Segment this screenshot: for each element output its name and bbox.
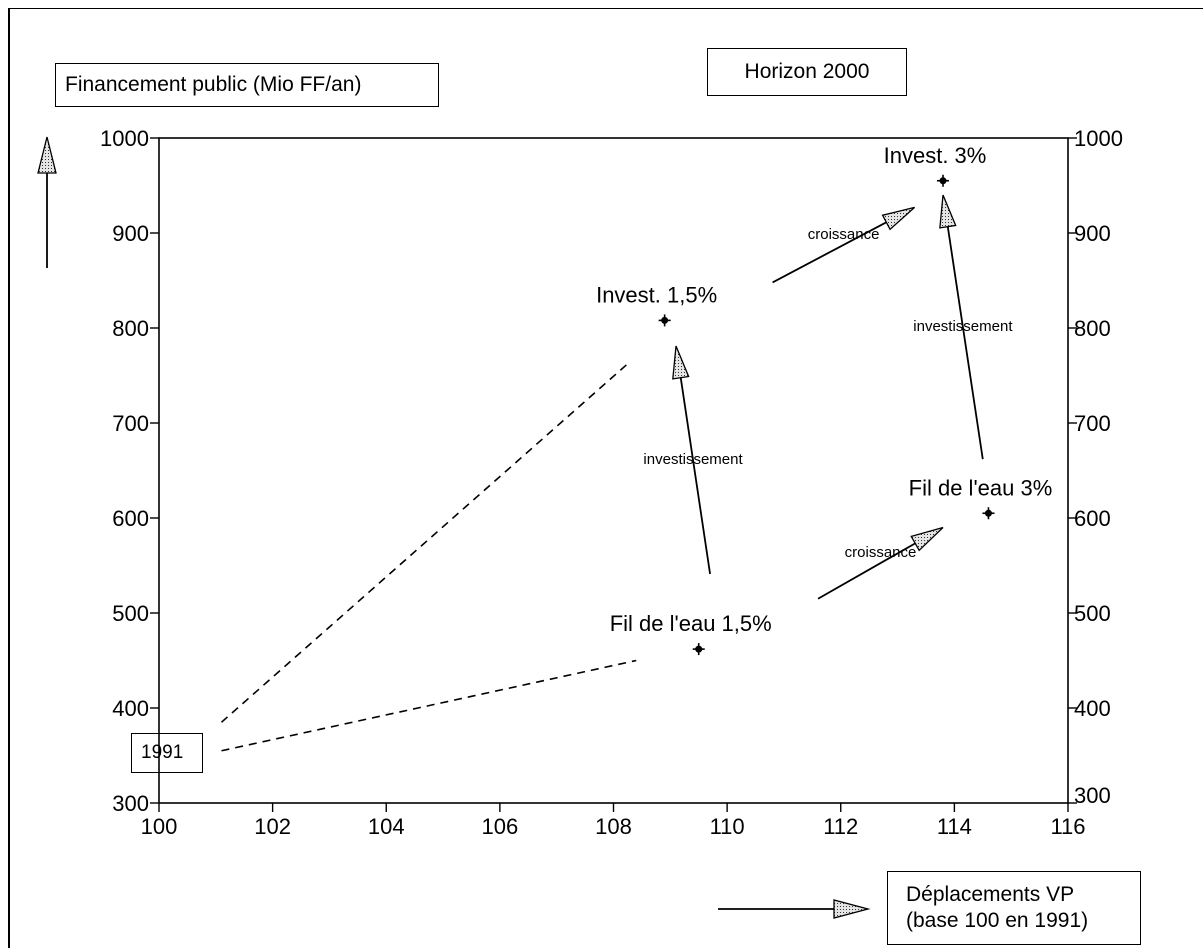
x-tick-label: 100 [141,814,178,839]
scenario-point [937,174,950,187]
chart-title: Horizon 2000 [744,59,870,83]
y-tick-label-right: 800 [1074,316,1111,341]
y-tick-label-left: 300 [112,791,149,816]
y-tick-label-left: 600 [112,506,149,531]
x-axis-label-box: Déplacements VP (base 100 en 1991) [887,871,1141,945]
y-axis-label: Financement public (Mio FF/an) [65,72,362,96]
x-axis-direction-arrow [718,899,871,919]
scenario-arrow-head [881,206,916,231]
scenario-arrow [772,206,916,284]
scenario-point [692,643,705,656]
point-label: Invest. 1,5% [596,282,717,307]
x-tick-label: 104 [368,814,405,839]
y-axis-label-box: Financement public (Mio FF/an) [55,63,439,107]
y-axis-direction-arrow-head [37,136,57,174]
scenario-arrow-head [672,345,690,380]
scenario-arrow-shaft [817,542,916,600]
plot-frame [158,137,1069,804]
scenario-arrow-shaft [679,377,711,575]
scenario-arrow-head [939,194,957,229]
scenario-point [982,507,995,520]
start-year-label: 1991 [141,742,184,764]
scenario-arrow-shaft [772,221,887,284]
dashed-trajectory [220,360,632,723]
y-tick-label-left: 700 [112,411,149,436]
y-tick-label-right: 400 [1074,696,1111,721]
point-label: Fil de l'eau 3% [909,475,1053,500]
y-tick-label-left: 400 [112,696,149,721]
x-axis-label-line1: Déplacements VP [906,882,1075,906]
scenario-arrow [939,194,984,460]
y-tick-label-right: 500 [1074,601,1111,626]
y-tick-label-right: 700 [1074,411,1111,436]
scenario-arrow [817,526,944,600]
y-tick-label-right: 600 [1074,506,1111,531]
y-tick-label-left: 900 [112,221,149,246]
point-label: Fil de l'eau 1,5% [610,611,772,636]
arrow-label: croissance [845,544,917,561]
start-year-box: 1991 [131,733,203,773]
x-tick-label: 112 [823,814,858,839]
page-frame-left [8,8,10,948]
scenario-arrow [672,345,711,575]
scenario-arrow-head [910,526,944,552]
y-tick-label-right: 300 [1074,783,1111,808]
arrow-label: croissance [808,226,880,243]
y-tick-label-left: 1000 [100,126,149,151]
scenario-point [658,314,671,327]
point-label: Invest. 3% [884,143,987,168]
x-tick-label: 116 [1050,814,1085,839]
y-tick-label-right: 1000 [1074,126,1123,151]
y-tick-label-left: 500 [112,601,149,626]
x-tick-label: 110 [710,814,745,839]
x-axis-label-line2: (base 100 en 1991) [906,909,1089,932]
x-tick-label: 102 [254,814,291,839]
dashed-trajectory [221,659,637,752]
arrow-label: investissement [913,318,1013,335]
scenario-arrow-shaft [946,226,984,460]
page-frame-top [8,8,1203,9]
y-tick-label-right: 900 [1074,221,1111,246]
x-tick-label: 108 [595,814,632,839]
y-tick-label-left: 800 [112,316,149,341]
y-axis-direction-arrow [37,136,57,268]
x-tick-label: 106 [482,814,519,839]
x-axis-direction-arrow-head [833,899,871,919]
x-tick-label: 114 [937,814,972,839]
arrow-label: investissement [643,451,743,468]
chart-title-box: Horizon 2000 [707,48,907,96]
